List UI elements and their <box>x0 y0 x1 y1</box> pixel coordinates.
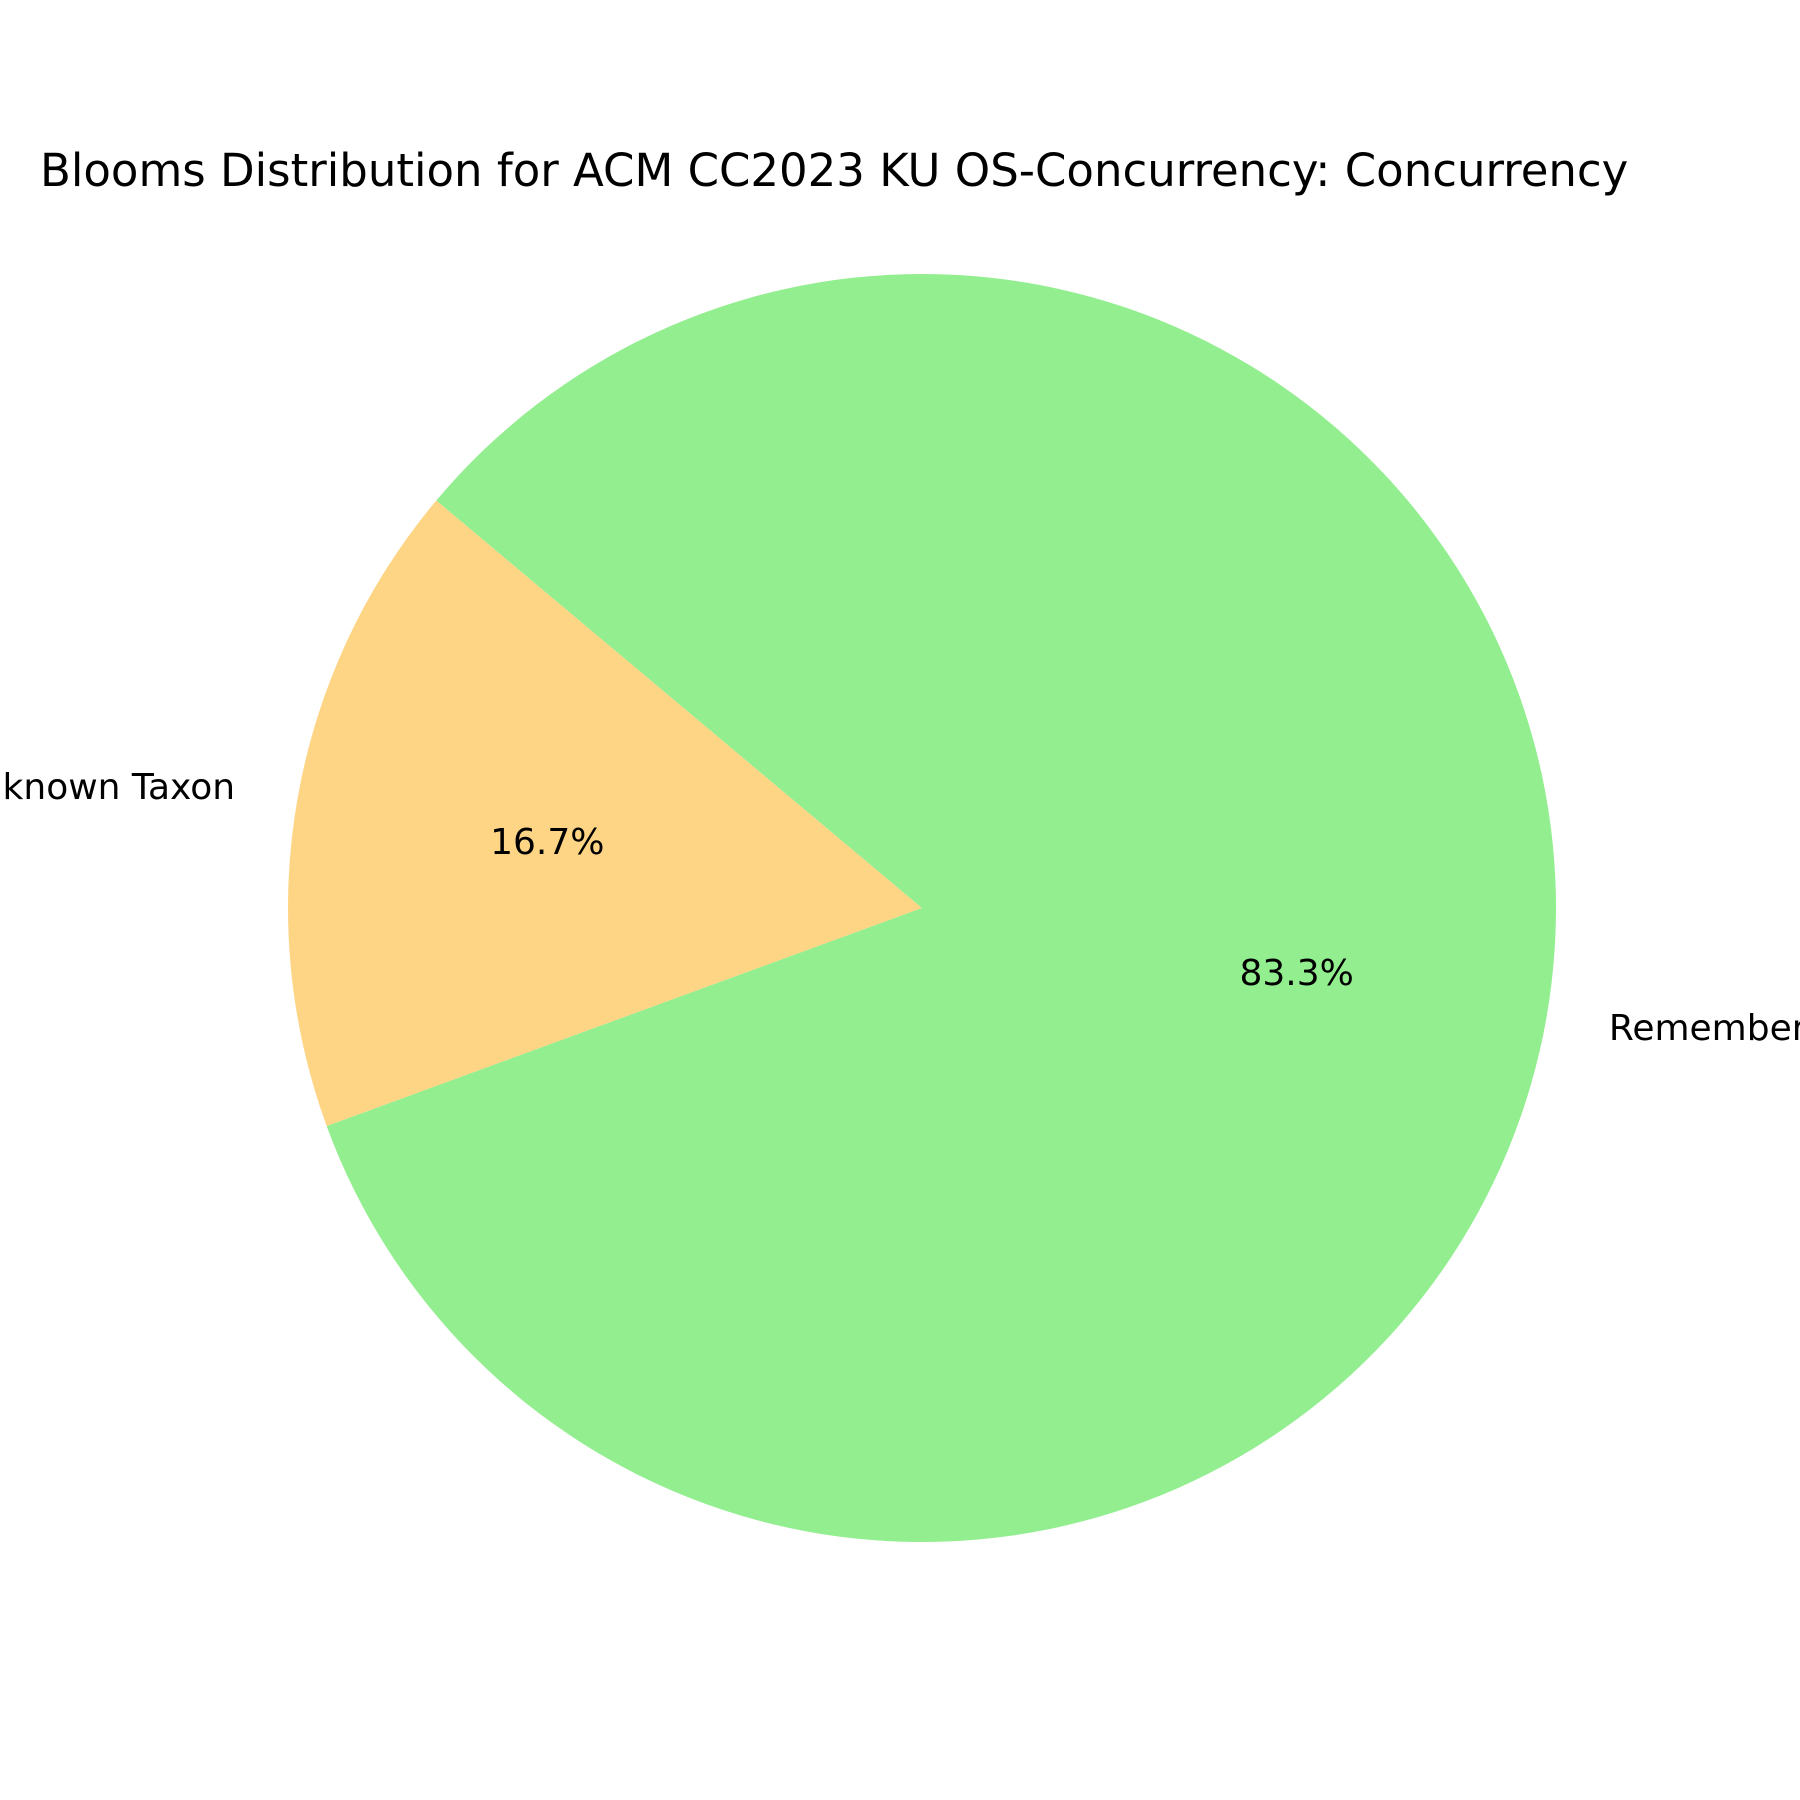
pie-pct-label: 16.7% <box>490 822 604 863</box>
pie-slices <box>288 274 1556 1542</box>
pie-category-label: Unknown Taxon <box>0 767 235 808</box>
pie-slice-remember-taxon <box>326 274 1556 1542</box>
pie-category-label: Remember Taxon <box>1609 1008 1800 1049</box>
pie-pct-label: 83.3% <box>1240 953 1354 994</box>
pie-labels: 16.7% Unknown Taxon 83.3% Remember Taxon <box>0 767 1800 1049</box>
pie-slice-unknown-taxon <box>288 500 922 1127</box>
chart-title: Blooms Distribution for ACM CC2023 KU OS… <box>40 144 1629 197</box>
